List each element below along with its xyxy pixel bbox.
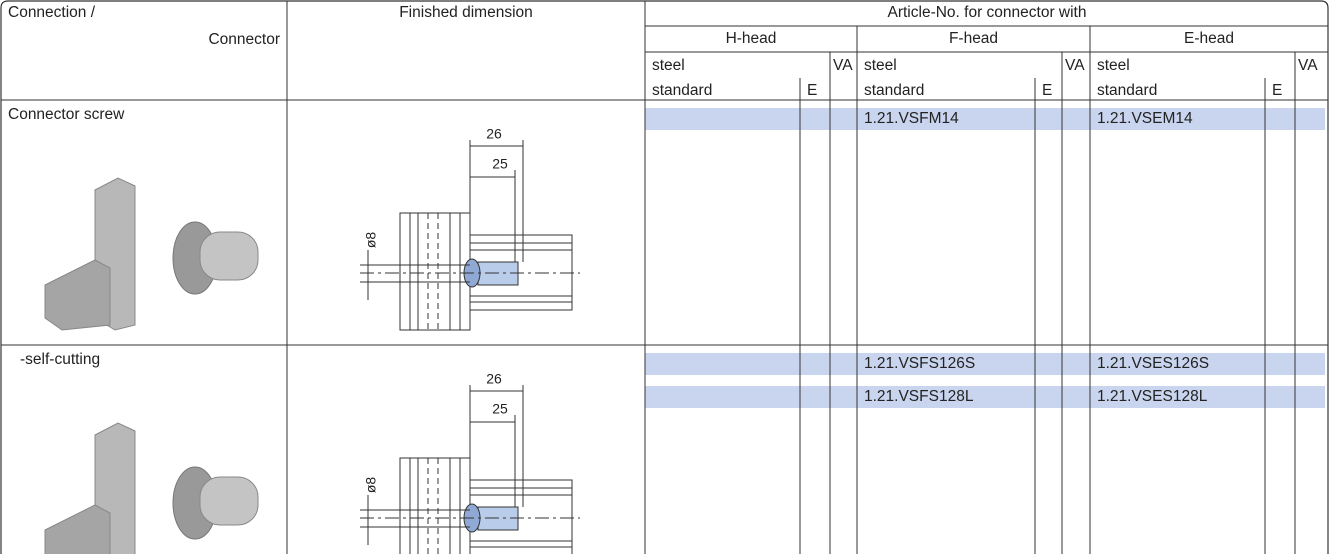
material-label: steel xyxy=(1097,57,1130,74)
dimension-value: 25 xyxy=(492,401,508,417)
e-label: E xyxy=(1272,82,1282,99)
dimension-value: 26 xyxy=(486,371,502,387)
article-band xyxy=(645,108,1325,130)
head-title: F-head xyxy=(949,30,998,47)
profile-photo xyxy=(44,504,111,554)
standard-label: standard xyxy=(1097,82,1157,99)
article-number: 1.21.VSFS128L xyxy=(864,388,974,405)
e-label: E xyxy=(807,82,817,99)
header-label: Connection / xyxy=(8,4,96,21)
product-photo xyxy=(44,422,259,554)
dimension-value: ø8 xyxy=(363,232,379,249)
header-label: Finished dimension xyxy=(399,4,533,21)
screw-photo xyxy=(199,231,259,281)
article-number: 1.21.VSES126S xyxy=(1097,355,1209,372)
article-band xyxy=(645,353,1325,375)
dimension-drawing xyxy=(360,140,580,331)
va-label: VA xyxy=(1065,57,1085,74)
row-label: -self-cutting xyxy=(20,351,100,368)
va-label: VA xyxy=(833,57,853,74)
e-label: E xyxy=(1042,82,1052,99)
article-number: 1.21.VSFS126S xyxy=(864,355,975,372)
standard-label: standard xyxy=(864,82,924,99)
product-photo xyxy=(44,177,259,331)
dimension-drawing xyxy=(360,385,580,554)
article-band xyxy=(645,386,1325,408)
head-title: H-head xyxy=(726,30,777,47)
screw-photo xyxy=(199,476,259,526)
dimension-value: 25 xyxy=(492,156,508,172)
profile-photo xyxy=(44,259,111,331)
material-label: steel xyxy=(864,57,897,74)
row-label: Connector screw xyxy=(8,106,125,123)
va-label: VA xyxy=(1298,57,1318,74)
header-label: Connector xyxy=(208,31,280,48)
dimension-value: 26 xyxy=(486,126,502,142)
head-title: E-head xyxy=(1184,30,1234,47)
article-number: 1.21.VSEM14 xyxy=(1097,110,1193,127)
dimension-value: ø8 xyxy=(363,477,379,494)
article-number: 1.21.VSFM14 xyxy=(864,110,959,127)
article-number: 1.21.VSES128L xyxy=(1097,388,1208,405)
standard-label: standard xyxy=(652,82,712,99)
header-label: Article-No. for connector with xyxy=(888,4,1087,21)
material-label: steel xyxy=(652,57,685,74)
